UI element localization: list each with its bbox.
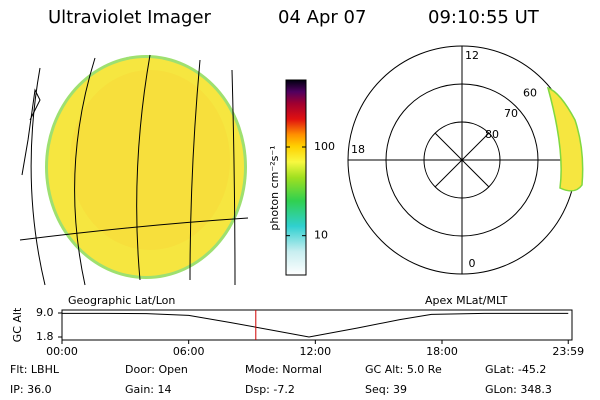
time: 09:10:55 UT <box>428 7 540 28</box>
x-tick-label: 23:59 <box>552 345 584 358</box>
status-value: 39 <box>393 383 407 396</box>
status-label: Gain: <box>125 383 154 396</box>
status-field: GLon: 348.3 <box>485 383 552 396</box>
lat-label: 80 <box>485 128 499 141</box>
x-tick-label: 18:00 <box>426 345 458 358</box>
status-label: Dsp: <box>245 383 270 396</box>
mlt-label: 0 <box>469 257 476 270</box>
status-label: GC Alt: <box>365 363 403 376</box>
status-label: Door: <box>125 363 155 376</box>
colorbar-label: photon cm⁻²s⁻¹ <box>268 145 281 230</box>
status-label: IP: <box>10 383 24 396</box>
status-field: Flt: LBHL <box>10 363 60 376</box>
lat-label: 60 <box>523 86 537 99</box>
timeline-frame <box>61 309 573 341</box>
status-value: 5.0 Re <box>407 363 442 376</box>
status-label: Mode: <box>245 363 279 376</box>
mlt-label: 18 <box>351 143 365 156</box>
x-tick-label: 00:00 <box>46 345 78 358</box>
earth-image <box>19 54 249 286</box>
status-value: LBHL <box>31 363 60 376</box>
status-value: Open <box>158 363 187 376</box>
y-axis-label: GC Alt <box>11 307 24 342</box>
polar-label: Apex MLat/MLT <box>425 294 508 307</box>
status-value: -7.2 <box>273 383 294 396</box>
instrument-title: Ultraviolet Imager <box>48 7 212 28</box>
status-label: Flt: <box>10 363 27 376</box>
status-field: GC Alt: 5.0 Re <box>365 363 442 376</box>
mlt-label: 12 <box>465 49 479 62</box>
x-tick-label: 06:00 <box>173 345 205 358</box>
status-value: 36.0 <box>27 383 52 396</box>
status-value: 14 <box>158 383 172 396</box>
status-label: Seq: <box>365 383 389 396</box>
altitude-line <box>62 312 569 338</box>
colorbar <box>285 79 307 276</box>
auroral-oval <box>546 86 584 192</box>
status-field: IP: 36.0 <box>10 383 52 396</box>
status-label: GLon: <box>485 383 517 396</box>
status-value: Normal <box>282 363 322 376</box>
status-field: GLat: -45.2 <box>485 363 546 376</box>
x-tick-label: 12:00 <box>299 345 331 358</box>
lat-label: 70 <box>504 107 518 120</box>
colorbar-tick-label: 10 <box>314 229 328 242</box>
map-label: Geographic Lat/Lon <box>68 294 175 307</box>
status-field: Door: Open <box>125 363 188 376</box>
status-value: -45.2 <box>518 363 546 376</box>
y-tick-label: 1.8 <box>36 330 54 343</box>
status-field: Mode: Normal <box>245 363 322 376</box>
status-value: 348.3 <box>520 383 552 396</box>
status-field: Gain: 14 <box>125 383 172 396</box>
status-field: Seq: 39 <box>365 383 407 396</box>
diagonal <box>434 132 490 188</box>
status-label: GLat: <box>485 363 514 376</box>
status-field: Dsp: -7.2 <box>245 383 295 396</box>
y-tick-label: 9.0 <box>36 306 54 319</box>
date: 04 Apr 07 <box>278 7 366 28</box>
colorbar-tick-label: 100 <box>314 140 335 153</box>
